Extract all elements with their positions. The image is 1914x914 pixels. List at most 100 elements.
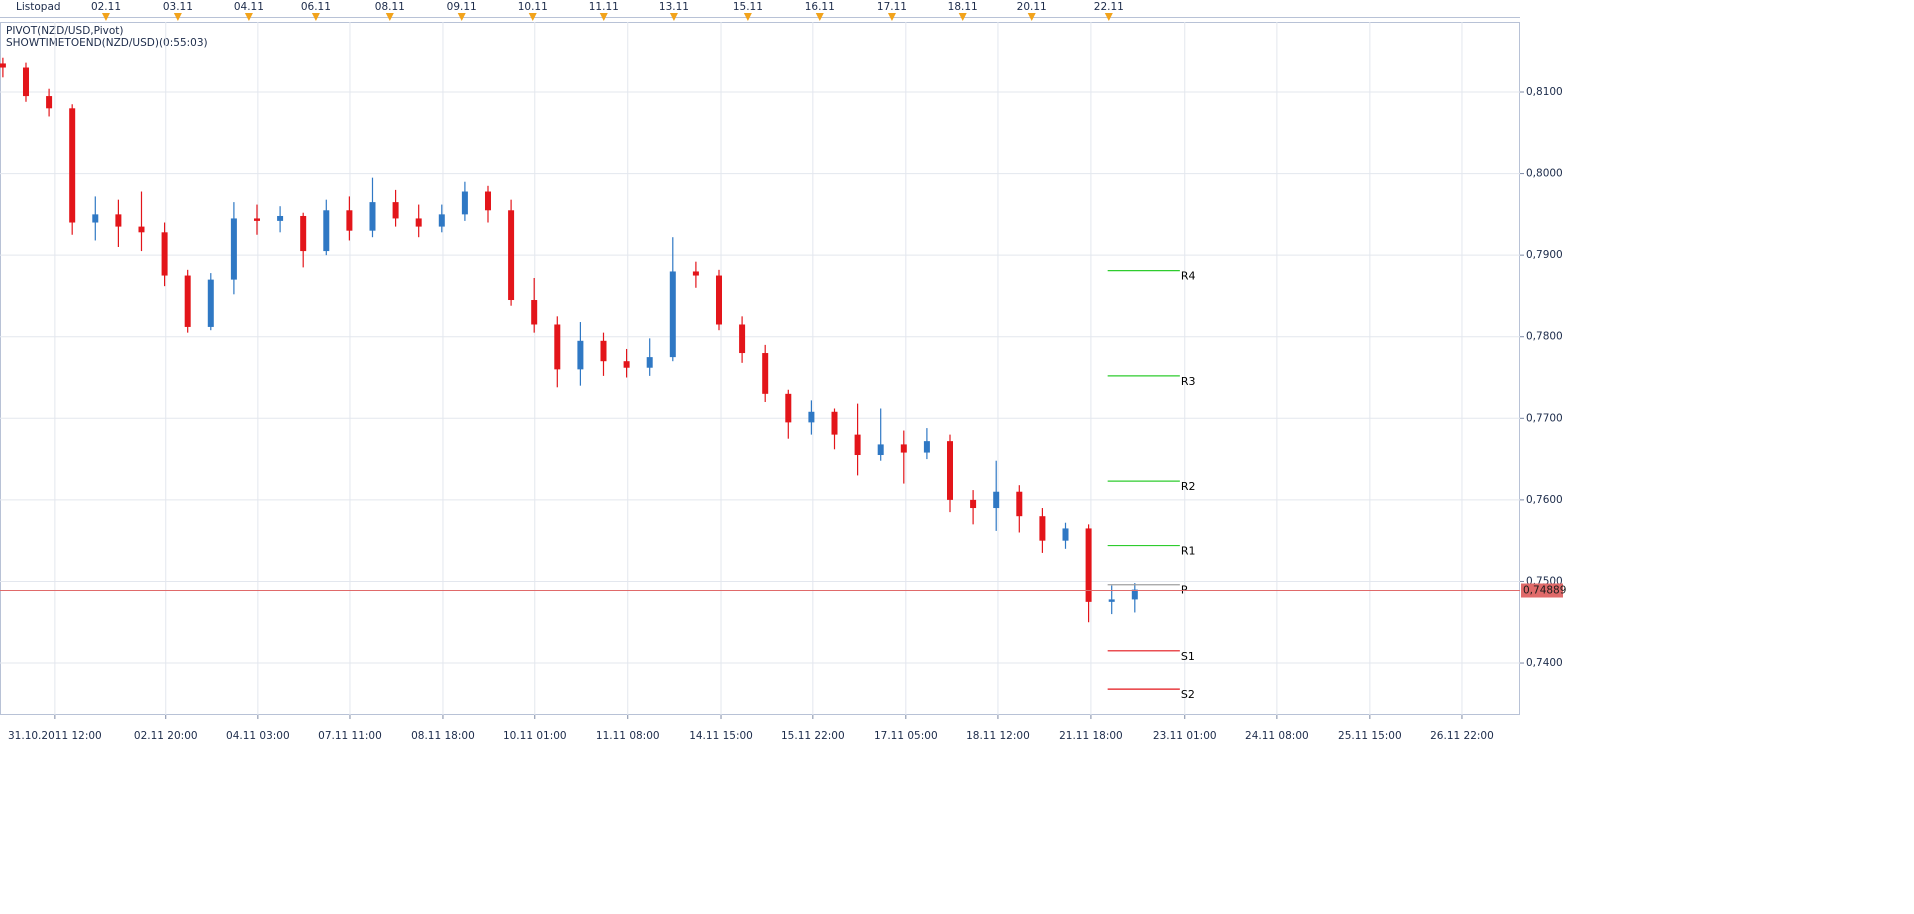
candle-body: [808, 411, 815, 423]
x-tick-label: 15.11 22:00: [781, 730, 845, 742]
candle-body: [207, 279, 214, 327]
top-tick-label: 08.11: [375, 1, 405, 13]
pivot-label: S1: [1181, 650, 1195, 663]
candle-body: [785, 393, 792, 423]
candle-body: [623, 361, 630, 368]
y-tick-label: 0,7900: [1526, 249, 1563, 261]
top-tick-label: 22.11: [1094, 1, 1124, 13]
pivot-label: R3: [1181, 375, 1196, 388]
candle-body: [646, 357, 653, 368]
candle-body: [323, 210, 330, 252]
candle-body: [739, 324, 746, 354]
y-tick-label: 0,8100: [1526, 86, 1563, 98]
candle-body: [947, 441, 953, 500]
candle-body: [715, 275, 722, 325]
pivot-label: R2: [1181, 480, 1196, 493]
candle-body: [92, 214, 99, 223]
candle-body: [1131, 589, 1138, 600]
x-tick-label: 11.11 08:00: [596, 730, 660, 742]
candle-body: [253, 218, 260, 221]
candle-body: [346, 210, 353, 231]
x-tick-label: 23.11 01:00: [1153, 730, 1217, 742]
candle-body: [923, 441, 930, 453]
last-price-label: 0,74889: [1523, 585, 1566, 597]
candle-body: [1039, 516, 1046, 541]
event-marker: [101, 13, 110, 21]
top-tick-label: 02.11: [91, 1, 121, 13]
last-price-tag: [1521, 583, 1563, 598]
indicator-label: SHOWTIMETOEND(NZD/USD)(0:55:03): [6, 37, 208, 49]
top-tick-label: 16.11: [805, 1, 835, 13]
candle-body: [531, 300, 538, 325]
top-tick-label: 04.11: [234, 1, 264, 13]
event-marker: [743, 13, 752, 21]
top-tick-label: 20.11: [1017, 1, 1047, 13]
top-tick-label: 09.11: [447, 1, 477, 13]
x-tick-label: 24.11 08:00: [1245, 730, 1309, 742]
x-tick-label: 14.11 15:00: [689, 730, 753, 742]
candle-body: [69, 108, 76, 223]
candle-body: [0, 63, 6, 68]
candle-body: [438, 214, 445, 227]
event-marker: [528, 13, 537, 21]
candle-body: [115, 214, 122, 227]
event-marker: [958, 13, 967, 21]
x-tick-label: 21.11 18:00: [1059, 730, 1123, 742]
candle-body: [1062, 528, 1069, 541]
y-tick-label: 0,7800: [1526, 331, 1563, 343]
pivot-label: R4: [1181, 270, 1196, 283]
x-tick-label: 08.11 18:00: [411, 730, 475, 742]
x-tick-label: 25.11 15:00: [1338, 730, 1402, 742]
x-tick-label: 31.10.2011 12:00: [8, 730, 102, 742]
top-tick-label: 06.11: [301, 1, 331, 13]
event-marker: [1027, 13, 1036, 21]
event-marker: [815, 13, 824, 21]
candle-body: [600, 340, 607, 362]
candle-body: [554, 324, 561, 370]
candle-body: [877, 444, 884, 456]
pivot-label: R1: [1181, 545, 1196, 558]
candle-body: [22, 67, 29, 97]
top-tick-label: 17.11: [877, 1, 907, 13]
event-marker: [599, 13, 608, 21]
candle-body: [831, 411, 838, 435]
x-tick-label: 04.11 03:00: [226, 730, 290, 742]
x-tick-label: 17.11 05:00: [874, 730, 938, 742]
candle-body: [184, 275, 191, 327]
candle-body: [392, 202, 399, 219]
x-tick-label: 18.11 12:00: [966, 730, 1030, 742]
x-tick-label: 02.11 20:00: [134, 730, 198, 742]
candle-body: [415, 218, 422, 227]
candle-body: [692, 271, 699, 276]
top-tick-label: 13.11: [659, 1, 689, 13]
top-tick-label: 10.11: [518, 1, 548, 13]
candle-body: [300, 215, 307, 252]
y-tick-label: 0,7400: [1526, 657, 1563, 669]
pivot-label: S2: [1181, 688, 1195, 701]
candle-body: [900, 444, 907, 453]
top-tick-label: 11.11: [589, 1, 619, 13]
top-tick-label: 03.11: [163, 1, 193, 13]
candle-body: [461, 191, 468, 215]
top-tick-label: 15.11: [733, 1, 763, 13]
candle-body: [970, 499, 977, 509]
candle-body: [577, 340, 584, 370]
top-tick-label: 18.11: [948, 1, 978, 13]
y-tick-label: 0,7600: [1526, 494, 1563, 506]
event-marker: [1104, 13, 1113, 21]
candle-body: [1085, 528, 1092, 602]
event-marker: [244, 13, 253, 21]
candle-body: [854, 434, 861, 456]
candle-body: [277, 215, 284, 221]
indicator-label: PIVOT(NZD/USD,Pivot): [6, 25, 124, 37]
y-tick-label: 0,8000: [1526, 168, 1563, 180]
candle-body: [762, 353, 769, 394]
x-tick-label: 10.11 01:00: [503, 730, 567, 742]
top-axis-title: Listopad: [16, 1, 61, 13]
y-tick-label: 0,7700: [1526, 412, 1563, 424]
candle-body: [508, 210, 515, 301]
event-marker: [173, 13, 182, 21]
event-marker: [669, 13, 678, 21]
